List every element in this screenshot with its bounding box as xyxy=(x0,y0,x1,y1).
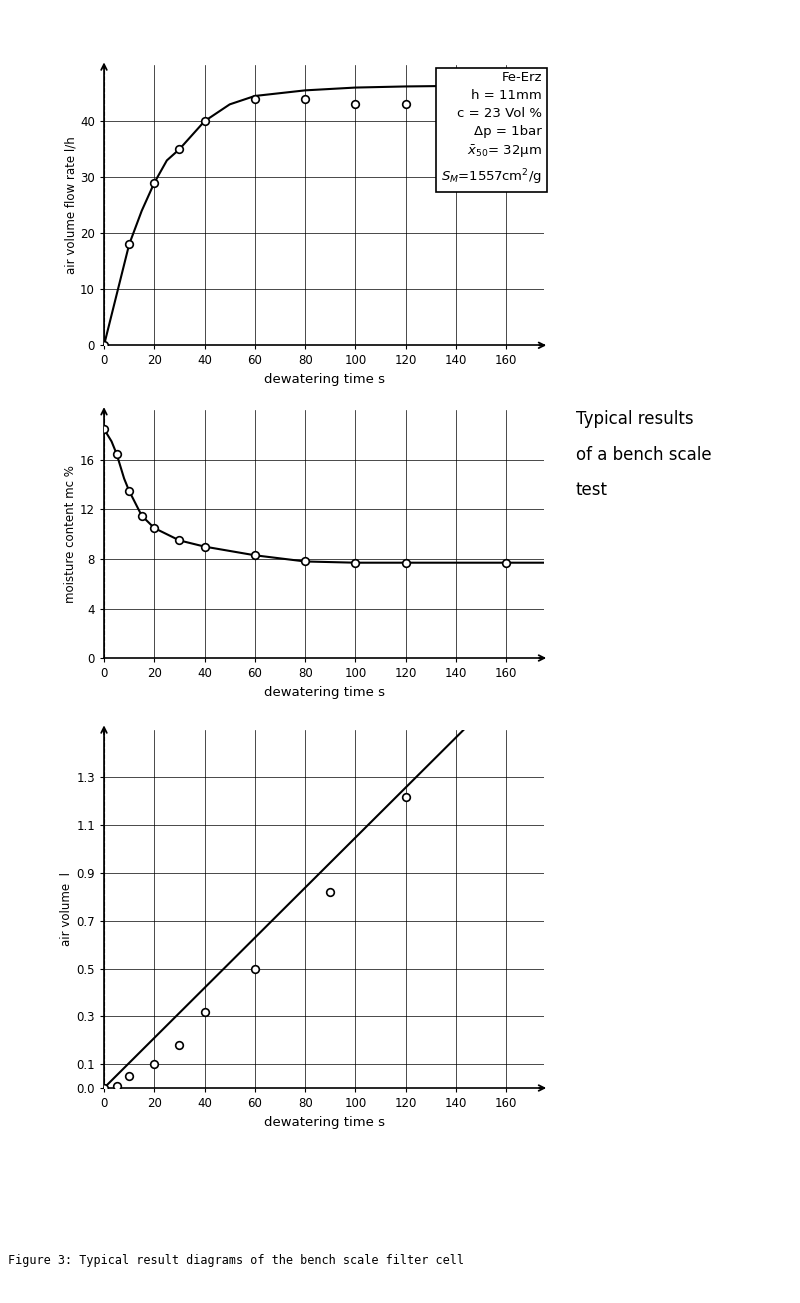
Y-axis label: moisture content mc %: moisture content mc % xyxy=(64,465,77,603)
X-axis label: dewatering time s: dewatering time s xyxy=(263,373,385,386)
Y-axis label: air volume flow rate l/h: air volume flow rate l/h xyxy=(64,137,78,274)
Text: Typical results: Typical results xyxy=(576,410,694,429)
X-axis label: dewatering time s: dewatering time s xyxy=(263,685,385,698)
Text: test: test xyxy=(576,481,608,499)
Text: Fe-Erz
h = 11mm
c = 23 Vol %
Δp = 1bar
$\bar{x}_{50}$= 32μm
$S_M$=1557cm$^2$/g: Fe-Erz h = 11mm c = 23 Vol % Δp = 1bar $… xyxy=(441,70,542,186)
X-axis label: dewatering time s: dewatering time s xyxy=(263,1115,385,1128)
Text: Figure 3: Typical result diagrams of the bench scale filter cell: Figure 3: Typical result diagrams of the… xyxy=(8,1253,464,1267)
Y-axis label: air volume  l: air volume l xyxy=(61,872,74,946)
Text: of a bench scale: of a bench scale xyxy=(576,446,712,464)
